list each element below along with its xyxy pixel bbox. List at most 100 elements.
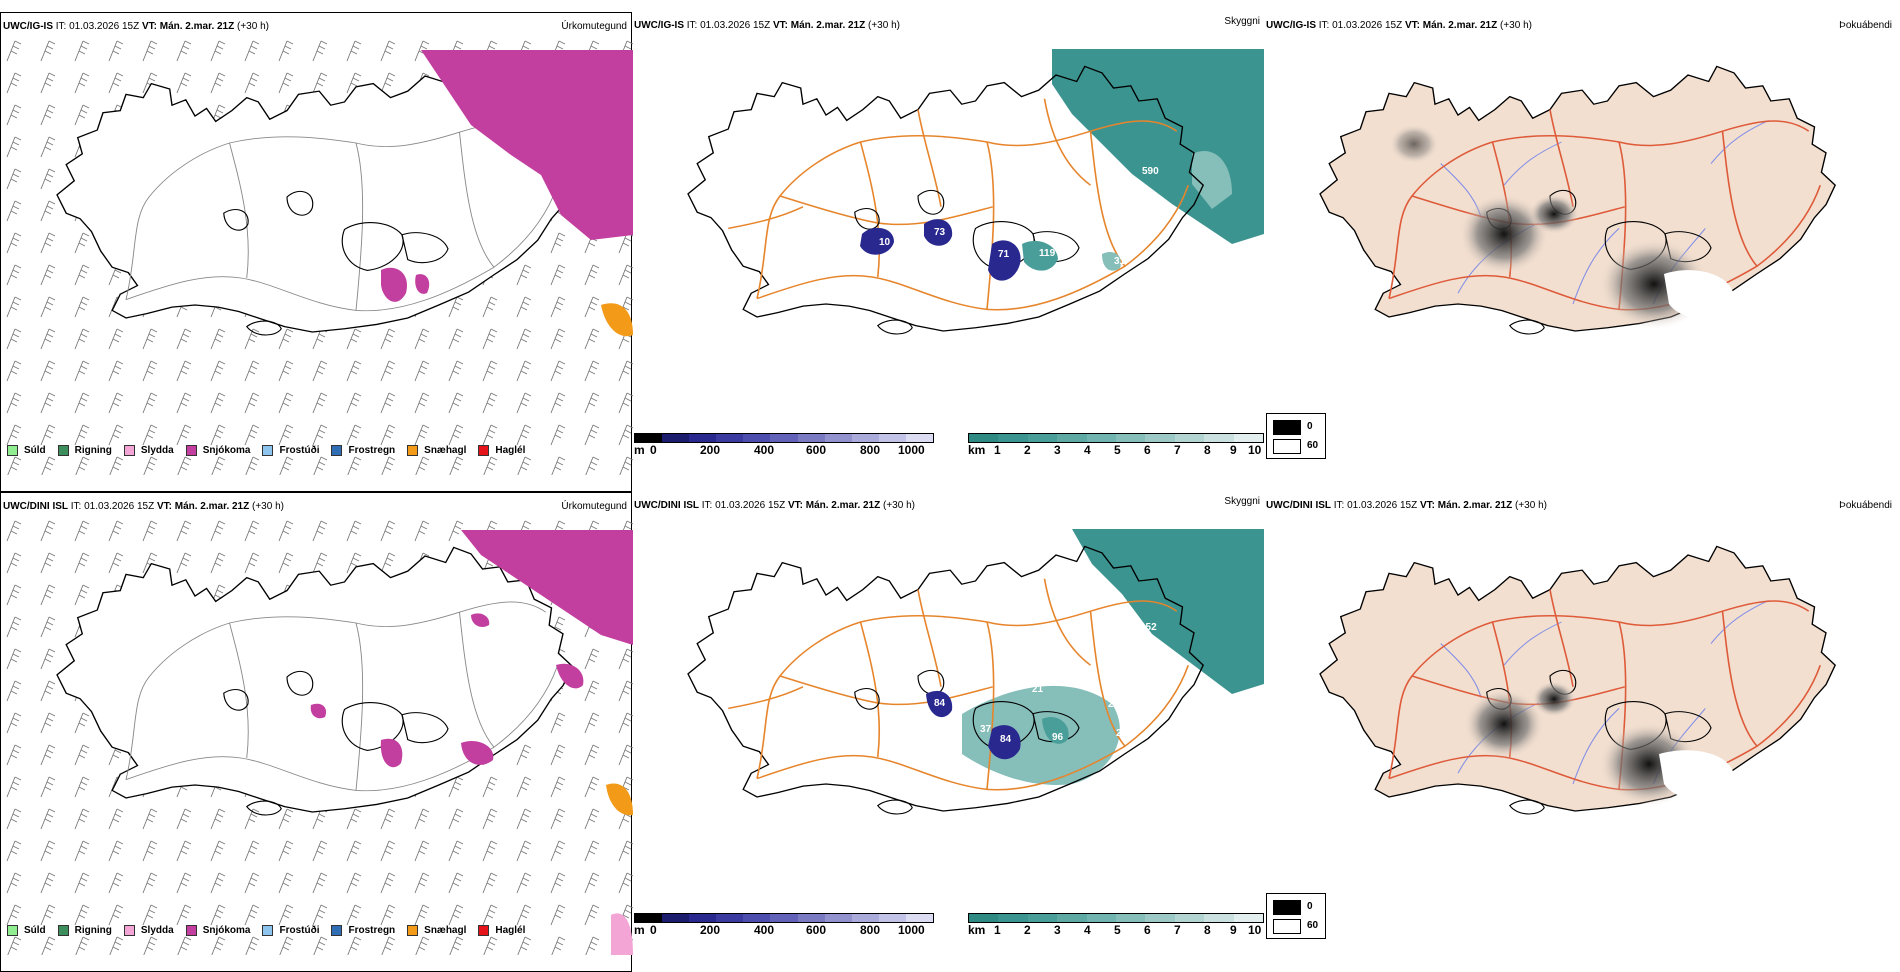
scale-swatch — [1116, 914, 1146, 922]
scale-swatch — [1116, 434, 1146, 442]
visibility-scale: km 1 2 3 4 5 6 7 8 9 10 — [968, 433, 1264, 477]
scale-swatch — [689, 914, 717, 922]
cloud-base-label: 84 — [934, 698, 946, 709]
scale-swatch — [743, 434, 771, 442]
legend-item: Súld — [7, 925, 46, 936]
legend-item: Frostúði — [262, 445, 319, 456]
sleet-area — [611, 913, 633, 955]
legend-item: Slydda — [123, 925, 174, 936]
fog-panel-dini: UWC/DINI ISL IT: 01.03.2026 15Z VT: Mán.… — [1264, 492, 1896, 972]
legend-item: Haglél — [478, 445, 525, 456]
cloud-base-scale: m 0 200 400 600 800 1000 — [634, 913, 934, 957]
scale-swatch — [635, 434, 663, 442]
scale-swatch — [1086, 914, 1117, 922]
visibility-label: 31 — [1114, 256, 1126, 267]
fog-panel-igis: UWC/IG-IS IT: 01.03.2026 15Z VT: Mán. 2.… — [1264, 12, 1896, 492]
visibility-label: 21 — [1032, 684, 1044, 695]
graupel-area — [606, 783, 633, 816]
scale-swatch — [716, 914, 744, 922]
cloud-area — [988, 725, 1021, 760]
snow-area-north — [421, 50, 633, 240]
low-vis-area-ne — [1052, 49, 1264, 244]
legend-item: Rigning — [57, 925, 112, 936]
fog-map — [1319, 545, 1836, 815]
scale-swatch — [1057, 434, 1087, 442]
graupel-area — [601, 303, 633, 337]
scale-swatch — [998, 914, 1028, 922]
panel-title: Þokuábendi — [1839, 20, 1892, 31]
precip-map — [1, 35, 633, 475]
cloud-area — [988, 240, 1021, 281]
visibility-panel-dini: UWC/DINI ISL IT: 01.03.2026 15Z VT: Mán.… — [632, 492, 1264, 972]
scale-swatch — [770, 434, 798, 442]
scale-swatch — [662, 914, 690, 922]
scale-swatch — [1027, 914, 1058, 922]
panel-title: Skyggni — [1224, 496, 1260, 507]
legend-item: Súld — [7, 445, 46, 456]
visibility-label: 233 — [1108, 699, 1125, 710]
scale-swatch — [797, 434, 825, 442]
cloud-base-label: 37 — [980, 724, 992, 735]
cloud-base-label: 119 — [1039, 248, 1056, 259]
snow-area-central — [381, 267, 407, 302]
scale-swatch — [1145, 434, 1175, 442]
panel-header: UWC/IG-IS IT: 01.03.2026 15Z VT: Mán. 2.… — [3, 21, 269, 32]
snow-area-central-2 — [415, 274, 430, 294]
precip-type-panel-igis: UWC/IG-IS IT: 01.03.2026 15Z VT: Mán. 2.… — [0, 12, 633, 492]
legend-item: Rigning — [57, 445, 112, 456]
panel-header: UWC/DINI ISL IT: 01.03.2026 15Z VT: Mán.… — [1266, 500, 1547, 511]
scale-swatch — [1204, 914, 1234, 922]
precip-type-legend: Súld Rigning Slydda Snjókoma Frostúði Fr… — [1, 435, 633, 475]
scale-swatch — [1057, 914, 1087, 922]
scale-swatch — [689, 434, 717, 442]
visibility-label: 249 — [1058, 660, 1075, 671]
panel-title: Skyggni — [1224, 16, 1260, 27]
scale-swatch — [797, 914, 825, 922]
visibility-label: 227 — [1116, 728, 1133, 739]
scale-swatch — [1145, 914, 1175, 922]
cloud-area — [926, 690, 953, 718]
scale-swatch — [770, 914, 798, 922]
visibility-map: 10 10 73 71 119 590 31 — [687, 49, 1264, 335]
low-vis-area-ne — [1072, 529, 1264, 694]
legend-item: Haglél — [478, 925, 525, 936]
scale-swatch — [662, 434, 690, 442]
scale-swatch — [969, 914, 999, 922]
visibility-panel-igis: UWC/IG-IS IT: 01.03.2026 15Z VT: Mán. 2.… — [632, 12, 1264, 492]
visibility-map: 84 37 84 96 249 21 233 227 152 32 — [687, 529, 1264, 815]
cloud-base-label: 10 — [895, 232, 907, 243]
scale-swatch — [1174, 914, 1205, 922]
panel-title: Úrkomutegund — [561, 21, 627, 32]
legend-item: Snjókoma — [185, 925, 250, 936]
fog-scale: 0 60 — [1266, 413, 1326, 459]
legend-item: Slydda — [123, 445, 174, 456]
panel-title: Þokuábendi — [1839, 500, 1892, 511]
scale-swatch — [998, 434, 1028, 442]
panel-header: UWC/DINI ISL IT: 01.03.2026 15Z VT: Mán.… — [3, 501, 284, 512]
scale-swatch — [1174, 434, 1205, 442]
panel-header: UWC/DINI ISL IT: 01.03.2026 15Z VT: Mán.… — [634, 500, 915, 511]
scale-swatch — [969, 434, 999, 442]
visibility-label: 32 — [1048, 672, 1060, 683]
scale-swatch — [824, 434, 852, 442]
scale-swatch — [851, 914, 879, 922]
cloud-base-label: 10 — [879, 237, 891, 248]
precip-type-legend: Súld Rigning Slydda Snjókoma Frostúði Fr… — [1, 915, 633, 955]
cloud-base-label: 71 — [998, 249, 1010, 260]
snow-area-north — [461, 530, 633, 645]
scale-swatch — [824, 914, 852, 922]
panel-header: UWC/IG-IS IT: 01.03.2026 15Z VT: Mán. 2.… — [634, 20, 900, 31]
scale-swatch — [878, 914, 906, 922]
fog-scale: 0 60 — [1266, 893, 1326, 939]
panel-header: UWC/IG-IS IT: 01.03.2026 15Z VT: Mán. 2.… — [1266, 20, 1532, 31]
scale-swatch — [1086, 434, 1117, 442]
panel-title: Úrkomutegund — [561, 501, 627, 512]
legend-item: Frostregn — [331, 925, 395, 936]
scale-swatch — [851, 434, 879, 442]
visibility-scale: km 1 2 3 4 5 6 7 8 9 10 — [968, 913, 1264, 957]
scale-swatch — [1204, 434, 1234, 442]
legend-item: Frostregn — [331, 445, 395, 456]
legend-item: Frostúði — [262, 925, 319, 936]
fog-map — [1319, 65, 1836, 335]
scale-swatch — [1233, 434, 1264, 442]
